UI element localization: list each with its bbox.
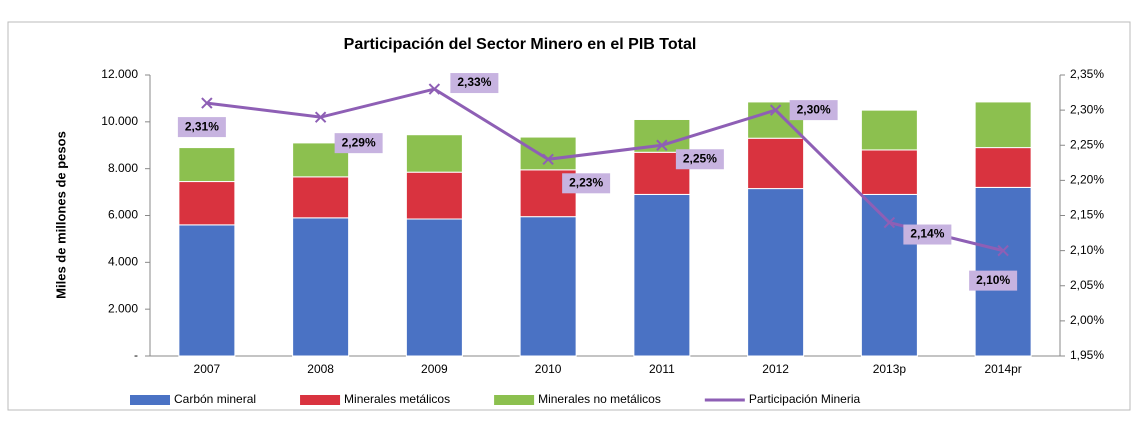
y-tick-label: 8.000 (108, 161, 138, 175)
bar-segment (292, 217, 350, 357)
x-tick-label: 2007 (194, 362, 221, 376)
bar-segment (405, 134, 463, 173)
legend-swatch (300, 395, 341, 405)
data-label: 2,33% (457, 75, 491, 89)
legend-label: Minerales no metálicos (538, 392, 661, 406)
data-label: 2,29% (342, 135, 376, 149)
data-label-box (177, 117, 226, 138)
data-label: 2,14% (910, 227, 944, 241)
y2-tick-label: 2,15% (1070, 208, 1104, 222)
y-axis-label: Miles de millones de pesos (53, 131, 68, 299)
y-tick-label: 6.000 (108, 208, 138, 222)
bar-segment (178, 181, 236, 226)
y-tick-label: 2.000 (108, 301, 138, 315)
line-marker (656, 139, 668, 151)
line-marker (769, 104, 782, 116)
line-marker (201, 97, 213, 109)
data-label-box (969, 270, 1018, 291)
legend-label: Minerales metálicos (344, 392, 450, 406)
bar-segment (519, 136, 577, 171)
bar-segment (405, 218, 463, 357)
y2-tick-label: 2,25% (1070, 137, 1104, 151)
x-tick-label: 2012 (762, 362, 789, 376)
data-label: 2,10% (976, 273, 1010, 287)
bar-segment (292, 176, 350, 219)
data-label-box (675, 149, 724, 170)
legend-swatch (494, 395, 535, 405)
y2-tick-label: 1,95% (1070, 348, 1104, 362)
legend-label: Participación Mineria (749, 392, 861, 406)
data-label: 2,30% (797, 102, 831, 116)
legend-label: Carbón mineral (174, 392, 256, 406)
y-tick-label: 4.000 (108, 255, 138, 269)
bar-segment (860, 109, 918, 151)
x-tick-label: 2013p (873, 362, 907, 376)
line-marker (542, 153, 554, 166)
data-label-box (903, 224, 952, 245)
bar-segment (860, 193, 918, 357)
data-label-box (562, 173, 611, 194)
y-tick-label: 10.000 (101, 114, 138, 128)
bar-segment (633, 193, 691, 357)
legend-swatch (130, 395, 170, 405)
y2-tick-label: 2,30% (1070, 102, 1104, 116)
x-tick-label: 2009 (421, 362, 448, 376)
data-label: 2,25% (683, 151, 717, 165)
line-series (206, 87, 1004, 253)
bar-segment (747, 137, 805, 190)
line-marker (883, 216, 896, 229)
bar-segment (178, 147, 236, 183)
y2-tick-label: 2,00% (1070, 313, 1104, 327)
bar-segment (178, 224, 236, 357)
bar-segment (860, 149, 918, 195)
x-tick-label: 2011 (649, 362, 675, 376)
line-marker (428, 83, 441, 95)
y2-tick-label: 2,35% (1070, 67, 1104, 81)
data-label: 2,23% (569, 175, 603, 189)
bar-segment (519, 216, 577, 357)
data-label-box (334, 133, 383, 154)
y-tick-label: - (134, 348, 138, 362)
y-tick-label: 12.000 (101, 67, 138, 81)
y2-tick-label: 2,10% (1070, 243, 1104, 257)
bar-segment (974, 101, 1032, 149)
x-tick-label: 2014pr (984, 362, 1021, 376)
x-tick-label: 2008 (307, 362, 334, 376)
y2-tick-label: 2,05% (1070, 278, 1104, 292)
x-tick-label: 2010 (535, 362, 562, 376)
y2-tick-label: 2,20% (1070, 173, 1104, 187)
bar-segment (747, 188, 805, 357)
bar-segment (974, 147, 1032, 188)
bar-segment (405, 171, 463, 220)
chart-title: Participación del Sector Minero en el PI… (344, 36, 697, 53)
data-label: 2,31% (185, 119, 219, 133)
line-marker (997, 244, 1009, 257)
data-label-box (789, 100, 838, 121)
data-label-box (450, 73, 499, 94)
line-marker (314, 111, 327, 123)
